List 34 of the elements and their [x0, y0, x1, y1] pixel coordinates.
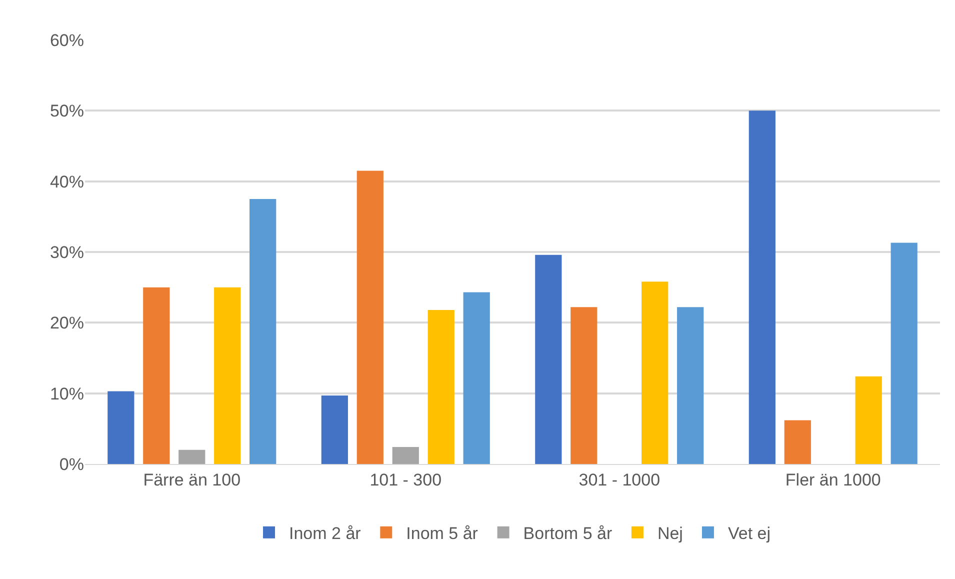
bar [178, 450, 206, 464]
bar [677, 307, 704, 464]
bar [535, 254, 562, 464]
y-tick-label: 50% [50, 102, 84, 121]
y-tick-label: 10% [50, 384, 84, 404]
legend-label: Inom 2 år [289, 524, 362, 544]
legend-label: Inom 5 år [406, 524, 478, 544]
x-tick-label: 301 - 1000 [578, 470, 660, 490]
y-tick-label: 20% [50, 314, 84, 333]
y-tick-label: 40% [50, 172, 84, 192]
bar [108, 391, 134, 464]
bar [428, 310, 454, 464]
legend-label: Nej [657, 524, 683, 544]
bar [570, 307, 598, 464]
x-tick-label: Fler än 1000 [785, 470, 881, 490]
bar [214, 287, 241, 464]
bar [463, 292, 490, 464]
bar [392, 447, 419, 464]
y-tick-label: 30% [50, 242, 84, 262]
bar [143, 287, 170, 464]
y-tick-label: 0% [59, 454, 84, 474]
bar [250, 199, 276, 464]
bar [855, 376, 882, 464]
legend-label: Bortom 5 år [523, 524, 612, 544]
bar [321, 395, 348, 464]
x-tick-label: Färre än 100 [143, 470, 241, 490]
bar [748, 110, 776, 464]
y-tick-label: 60% [50, 30, 84, 50]
bar [890, 242, 918, 464]
bar [356, 170, 384, 464]
x-tick-label: 101 - 300 [370, 470, 442, 490]
bar [784, 420, 811, 464]
bar [642, 282, 668, 464]
legend-label: Vet ej [728, 524, 771, 544]
